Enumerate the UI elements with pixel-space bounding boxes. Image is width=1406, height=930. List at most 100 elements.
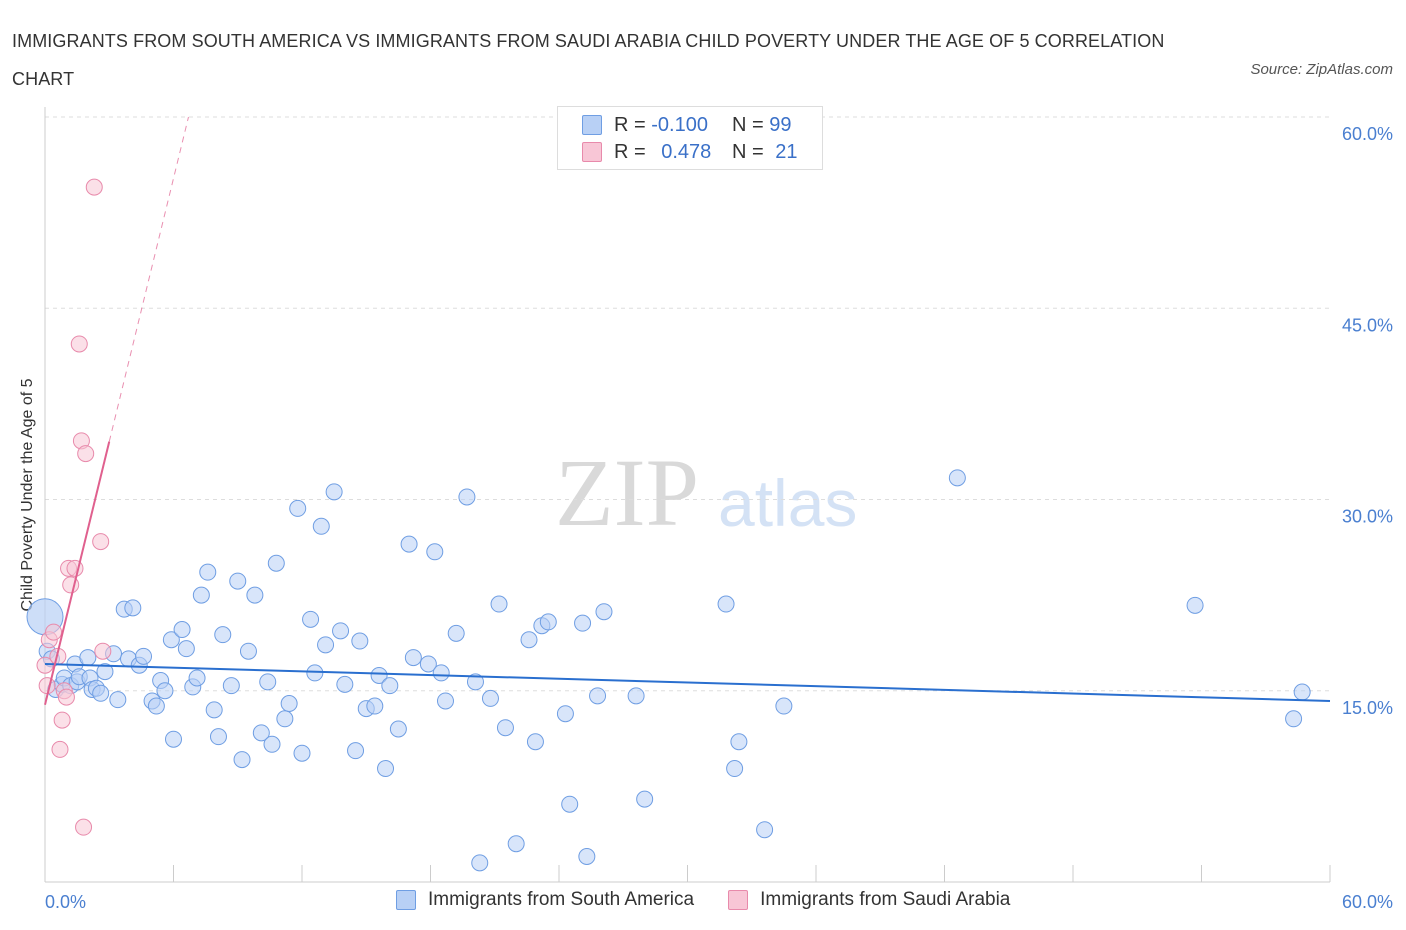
data-point [351, 632, 369, 650]
data-point [561, 795, 579, 813]
data-point [289, 499, 307, 517]
legend-r-label: R = [614, 113, 652, 136]
data-point [381, 677, 399, 695]
data-point [578, 848, 596, 865]
data-point [426, 543, 444, 561]
data-point [490, 595, 508, 613]
data-point [447, 624, 465, 642]
data-point [188, 669, 206, 687]
trend-line-saudi-arabia-extension [108, 116, 189, 442]
data-point [75, 818, 93, 836]
trend-line-south-america [44, 662, 1331, 702]
data-point [471, 854, 489, 872]
data-point [370, 666, 388, 684]
data-point [366, 697, 384, 715]
data-point [436, 692, 454, 710]
data-point [51, 740, 69, 758]
trend-lines [44, 116, 1331, 706]
series-saudi-arabia [36, 178, 112, 836]
data-point [38, 677, 56, 695]
legend-r: R = 0.478 [614, 141, 716, 164]
legend-row-south-america: R = -0.100 N = 99 [582, 112, 792, 138]
data-point [730, 733, 748, 751]
data-point [775, 697, 793, 715]
series-legend: Immigrants from South America Immigrants… [396, 889, 1044, 911]
data-point [77, 445, 95, 463]
data-point [45, 623, 63, 641]
data-point [233, 751, 251, 769]
data-point [92, 533, 110, 551]
source-label: Source: ZipAtlas.com [1250, 61, 1393, 78]
legend-n-label: N = [732, 140, 770, 163]
data-point [267, 554, 285, 572]
series-south-america [26, 469, 1311, 872]
legend-r-value: 0.478 [661, 140, 712, 163]
legend-item-south-america: Immigrants from South America [396, 889, 694, 911]
data-point [85, 178, 103, 196]
data-point [325, 483, 343, 501]
grid [45, 116, 1330, 692]
data-point [276, 710, 294, 728]
data-point [595, 603, 613, 621]
data-point [96, 663, 114, 681]
data-point [948, 469, 966, 487]
data-point [539, 613, 557, 631]
legend-r: R = -0.100 [614, 114, 716, 137]
watermark-atlas: atlas [718, 466, 857, 540]
data-point [92, 684, 110, 702]
data-point [135, 647, 153, 665]
data-point [1186, 596, 1204, 614]
data-point [229, 572, 247, 590]
legend-n-value: 99 [769, 113, 792, 136]
data-point [209, 728, 227, 746]
data-point [556, 705, 574, 723]
data-point [636, 790, 654, 808]
data-point [574, 614, 592, 632]
data-point [400, 535, 418, 553]
data-point [199, 563, 217, 581]
data-point [466, 673, 484, 691]
data-point [263, 735, 281, 753]
data-point [53, 711, 71, 729]
y-tick-labels: 15.0% 30.0% 45.0% 60.0% [1342, 124, 1393, 718]
chart-title: IMMIGRANTS FROM SOUTH AMERICA VS IMMIGRA… [12, 31, 1165, 89]
y-tick-label: 30.0% [1342, 507, 1393, 527]
legend-swatch-blue [582, 115, 602, 135]
data-point [389, 720, 407, 738]
legend-n: N = 21 [732, 141, 798, 164]
legend-row-saudi-arabia: R = 0.478 N = 21 [582, 139, 798, 165]
data-point [526, 733, 544, 751]
data-point [458, 488, 476, 506]
y-tick-label: 15.0% [1342, 698, 1393, 718]
data-point [259, 673, 277, 691]
legend-label-south-america: Immigrants from South America [428, 889, 695, 910]
data-point [124, 599, 142, 617]
legend-label-saudi-arabia: Immigrants from Saudi Arabia [760, 889, 1011, 910]
data-point [36, 656, 54, 674]
x-tick-label-min: 0.0% [45, 892, 86, 912]
data-point [222, 677, 240, 695]
data-point [312, 517, 330, 535]
trend-line-saudi-arabia [44, 441, 111, 706]
data-point [239, 642, 257, 660]
legend-swatch-pink [582, 142, 602, 162]
data-point [1293, 683, 1311, 701]
data-point [293, 744, 311, 762]
data-point [347, 742, 365, 760]
data-point [332, 622, 350, 640]
data-point [214, 626, 232, 644]
legend-n-value: 21 [775, 140, 798, 163]
data-point [419, 655, 437, 673]
data-point [165, 730, 182, 748]
legend-swatch-pink [728, 890, 749, 910]
data-point [377, 760, 395, 778]
data-point [192, 586, 210, 604]
data-point [481, 689, 499, 707]
legend-n-label: N = [732, 113, 770, 136]
data-point [246, 586, 264, 604]
x-tick-label-max: 60.0% [1342, 892, 1393, 912]
data-point [520, 631, 538, 649]
data-point [336, 675, 354, 693]
data-point [173, 621, 191, 639]
